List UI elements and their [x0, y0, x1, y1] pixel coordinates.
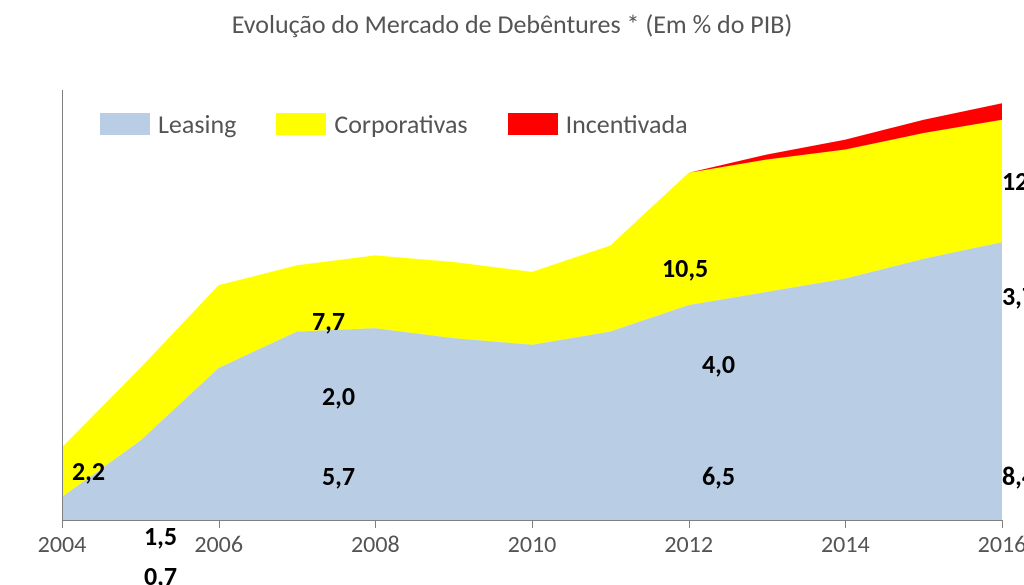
data-label: 7,7	[312, 305, 345, 337]
x-tick	[689, 520, 690, 528]
x-axis-label: 2006	[194, 530, 243, 559]
data-label: 3,7	[1002, 280, 1024, 312]
data-label: 12,6	[1002, 165, 1024, 197]
x-tick	[845, 520, 846, 528]
x-axis-labels: 2004200620082010201220142016	[62, 530, 1002, 570]
x-axis-label: 2010	[508, 530, 557, 559]
x-tick	[1002, 520, 1003, 528]
data-label: 5,7	[322, 460, 355, 492]
stacked-areas	[62, 90, 1002, 520]
x-axis-label: 2004	[38, 530, 87, 559]
x-tick	[62, 520, 63, 528]
chart-container: { "chart": { "type": "area-stacked", "ti…	[0, 0, 1024, 585]
data-label: 8,4	[1002, 460, 1024, 492]
x-axis-label: 2012	[664, 530, 713, 559]
x-axis-label: 2008	[351, 530, 400, 559]
x-axis-label: 2014	[821, 530, 870, 559]
data-label: 6,5	[702, 460, 735, 492]
data-label: 2,0	[322, 380, 355, 412]
x-tick	[219, 520, 220, 528]
data-label: 4,0	[702, 348, 735, 380]
y-axis-line	[62, 90, 63, 520]
plot-area: 2,21,50,77,72,05,710,54,06,512,60,53,78,…	[62, 90, 1002, 520]
data-label: 2,2	[72, 455, 105, 487]
chart-title: Evolução do Mercado de Debêntures * (Em …	[0, 8, 1024, 40]
x-tick	[532, 520, 533, 528]
x-tick	[375, 520, 376, 528]
x-axis-label: 2016	[978, 530, 1024, 559]
data-label: 10,5	[662, 252, 708, 284]
